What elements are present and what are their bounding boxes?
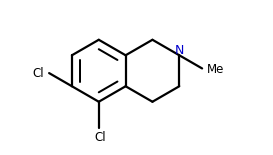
Text: Cl: Cl [33,67,44,80]
Text: Me: Me [207,63,224,76]
Text: N: N [175,44,184,57]
Text: Cl: Cl [94,131,106,144]
